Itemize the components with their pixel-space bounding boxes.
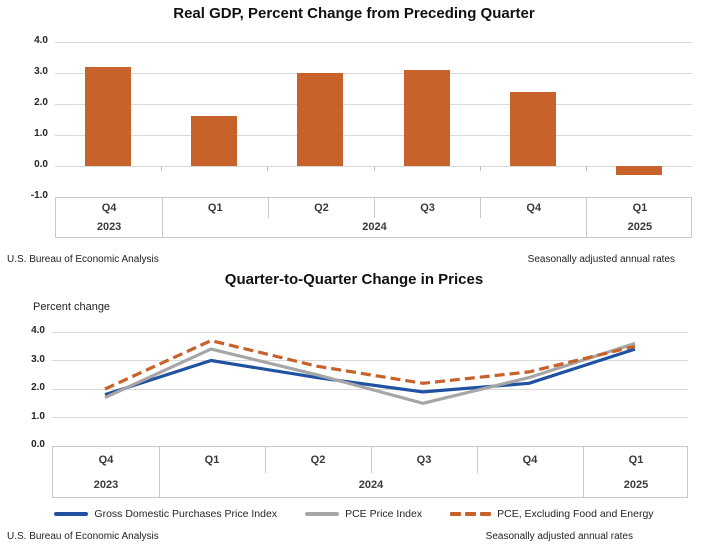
- x-axis-quarter-label: Q4: [101, 202, 117, 214]
- x-axis-quarter-label: Q1: [632, 202, 648, 214]
- y-axis-tick-label: -1.0: [30, 190, 48, 201]
- series-line-pce-price-index: [104, 341, 636, 405]
- quarter-divider: [264, 447, 266, 473]
- quarter-divider: [586, 198, 588, 218]
- x-axis-quarter-label: Q4: [522, 454, 538, 466]
- zero-line-tick: [373, 166, 375, 171]
- quarter-divider: [480, 198, 482, 218]
- price-lines-svg: [104, 339, 636, 405]
- legend-line-swatch: [54, 512, 89, 516]
- x-axis-quarter-label: Q1: [204, 454, 220, 466]
- gdp-source-attribution: U.S. Bureau of Economic Analysis: [7, 254, 159, 265]
- quarter-divider: [374, 198, 375, 218]
- zero-line-tick: [161, 166, 163, 171]
- legend-dash-segment: [450, 512, 462, 516]
- x-axis-quarter-label: Q3: [420, 202, 435, 214]
- gridline: [55, 103, 692, 105]
- x-axis-quarter-label: Q3: [416, 454, 432, 466]
- zero-line-tick: [479, 166, 481, 171]
- gdp-bar-q1-1: [191, 116, 238, 166]
- gdp-bar-q3-3: [403, 69, 450, 166]
- prices-chart-title: Quarter-to-Quarter Change in Prices: [224, 271, 484, 288]
- legend-dashed-line-swatch: [450, 512, 492, 516]
- gdp-rates-note: Seasonally adjusted annual rates: [527, 254, 675, 265]
- legend-label: PCE, Excluding Food and Energy: [497, 508, 654, 520]
- y-axis-tick-label: 1.0: [34, 128, 48, 139]
- gdp-bar-q4-4: [509, 91, 556, 166]
- quarter-divider: [267, 198, 269, 218]
- legend-item-gross-domestic-purchases-price-index: Gross Domestic Purchases Price Index: [54, 508, 277, 520]
- y-axis-tick-label: 3.0: [34, 66, 48, 77]
- x-axis-year-label: 2024: [362, 221, 387, 233]
- gridline: [55, 41, 692, 43]
- legend-item-pce-excluding-food-and-energy: PCE, Excluding Food and Energy: [450, 508, 654, 520]
- x-axis-year-label: 2025: [623, 479, 649, 491]
- legend-item-pce-price-index: PCE Price Index: [305, 508, 422, 520]
- legend-label: PCE Price Index: [345, 508, 423, 520]
- quarter-divider: [161, 198, 163, 218]
- legend-dash-segment: [465, 512, 477, 516]
- quarter-divider: [476, 447, 478, 473]
- y-axis-tick-label: 0.0: [34, 159, 48, 170]
- x-axis-year-label: 2023: [96, 221, 122, 233]
- gridline: [55, 134, 692, 136]
- gridline: [52, 417, 688, 418]
- x-axis-quarter-label: Q2: [310, 454, 326, 466]
- quarter-divider: [582, 447, 584, 473]
- x-axis-quarter-label: Q1: [207, 202, 223, 214]
- legend-line-swatch: [305, 512, 340, 516]
- x-axis-quarter-label: Q4: [98, 454, 114, 466]
- x-axis-year-label: 2025: [627, 221, 653, 233]
- category-axis-band: Q4 Q1 Q2 Q3 Q4 Q1 2023 2024 2025: [52, 446, 688, 498]
- gdp-bar-q4-0: [85, 66, 132, 166]
- gdp-chart-title: Real GDP, Percent Change from Preceding …: [173, 5, 535, 22]
- prices-rates-note: Seasonally adjusted annual rates: [485, 531, 633, 542]
- zero-line-tick: [585, 166, 587, 171]
- zero-line-tick: [267, 166, 269, 171]
- legend-dash-segment: [480, 512, 492, 516]
- gridline: [52, 331, 688, 333]
- x-axis-year-label: 2023: [93, 479, 119, 491]
- quarter-divider: [158, 447, 160, 473]
- prices-y-axis-label: Percent change: [33, 301, 111, 313]
- x-axis-quarter-label: Q2: [314, 202, 329, 214]
- y-axis-tick-label: 4.0: [31, 325, 45, 336]
- gridline: [52, 360, 688, 361]
- x-axis-quarter-label: Q1: [628, 454, 644, 466]
- prices-legend: Gross Domestic Purchases Price Index PCE …: [0, 508, 708, 520]
- prices-source-attribution: U.S. Bureau of Economic Analysis: [7, 531, 159, 542]
- gdp-bar-q2-2: [297, 73, 344, 166]
- x-axis-quarter-label: Q4: [526, 202, 542, 214]
- legend-label: Gross Domestic Purchases Price Index: [94, 508, 278, 520]
- y-axis-tick-label: 4.0: [34, 35, 48, 46]
- series-line-gross-domestic-purchases-price-index: [104, 347, 636, 397]
- quarter-divider: [370, 447, 372, 473]
- y-axis-tick-label: 2.0: [31, 382, 45, 393]
- series-line-pce-excluding-food-and-energy: [104, 339, 636, 391]
- y-axis-tick-label: 2.0: [34, 97, 48, 108]
- y-axis-tick-label: 3.0: [31, 353, 45, 365]
- y-axis-tick-label: 0.0: [31, 439, 45, 450]
- gdp-bar-q1-5: [615, 166, 662, 176]
- category-axis-band: Q4 Q1 Q2 Q3 Q4 Q1 2023 2024 2025: [55, 197, 692, 238]
- y-axis-tick-label: 1.0: [31, 410, 45, 422]
- x-axis-year-label: 2024: [358, 479, 384, 491]
- gridline: [55, 72, 692, 74]
